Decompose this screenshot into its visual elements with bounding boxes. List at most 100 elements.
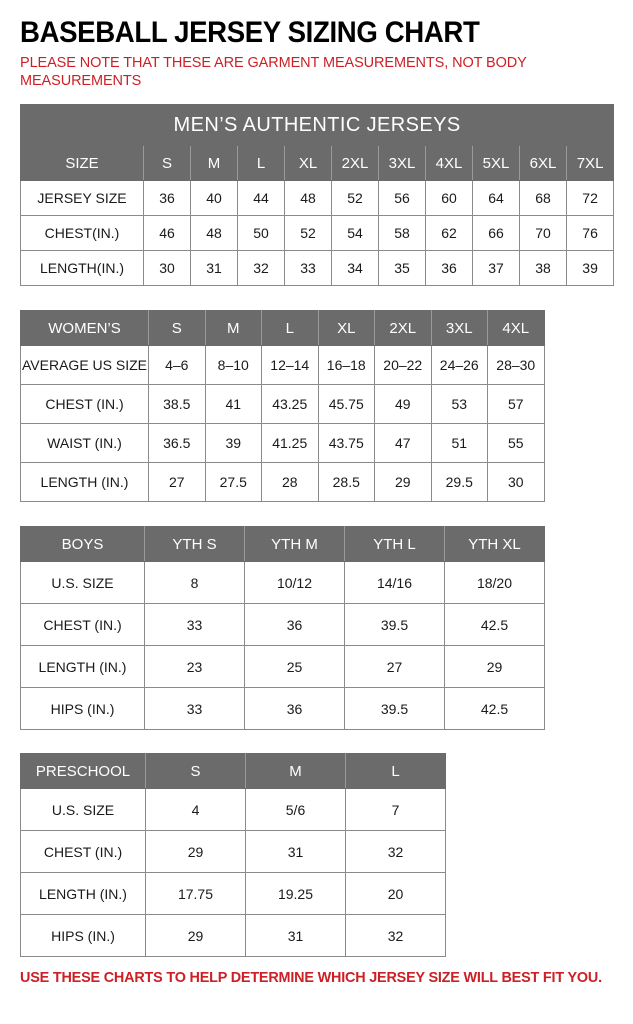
boys-size-header: YTH XL bbox=[444, 526, 545, 562]
boys-cell: 27 bbox=[344, 645, 445, 688]
women-cell: 49 bbox=[374, 384, 432, 424]
preschool-size-header: L bbox=[345, 753, 446, 789]
men-cell: 46 bbox=[143, 215, 191, 251]
women-cell: 43.75 bbox=[317, 423, 375, 463]
womens-sizing-table: WOMEN’S S M L XL 2XL 3XL 4XL AVERAGE US SIZE 4–… bbox=[20, 310, 545, 502]
women-row-label: AVERAGE US SIZE bbox=[20, 345, 149, 385]
women-cell: 47 bbox=[374, 423, 432, 463]
men-cell: 68 bbox=[519, 180, 567, 216]
women-cell: 39 bbox=[204, 423, 262, 463]
boys-cell: 36 bbox=[244, 687, 345, 730]
boys-cell: 42.5 bbox=[444, 603, 545, 646]
women-tbody: AVERAGE US SIZE 4–6 8–10 12–14 16–18 20–22 24–… bbox=[20, 345, 545, 502]
men-cell: 60 bbox=[425, 180, 473, 216]
preschool-cell: 17.75 bbox=[145, 872, 246, 915]
preschool-row-label: CHEST (IN.) bbox=[20, 830, 146, 873]
preschool-cell: 32 bbox=[345, 914, 446, 957]
women-cell: 27 bbox=[148, 462, 206, 502]
boys-row-label: U.S. SIZE bbox=[20, 561, 145, 604]
preschool-cell: 7 bbox=[345, 788, 446, 831]
men-cell: 58 bbox=[378, 215, 426, 251]
women-size-header: XL bbox=[317, 310, 375, 346]
boys-cell: 39.5 bbox=[344, 687, 445, 730]
men-cell: 30 bbox=[143, 250, 191, 286]
boys-cell: 18/20 bbox=[444, 561, 545, 604]
men-size-header: 6XL bbox=[519, 145, 567, 181]
women-cell: 4–6 bbox=[148, 345, 206, 385]
men-cell: 66 bbox=[472, 215, 520, 251]
men-cell: 54 bbox=[331, 215, 379, 251]
preschool-row-label: LENGTH (IN.) bbox=[20, 872, 146, 915]
women-thead: WOMEN’S S M L XL 2XL 3XL 4XL bbox=[20, 310, 545, 346]
boys-cell: 23 bbox=[144, 645, 245, 688]
preschool-size-header: S bbox=[145, 753, 246, 789]
boys-row-label-header: BOYS bbox=[20, 526, 145, 562]
table-row: LENGTH (IN.) 27 27.5 28 28.5 29 29.5 30 bbox=[20, 462, 545, 502]
mens-sizing-table: MEN’S AUTHENTIC JERSEYS SIZE S M L XL 2XL 3XL… bbox=[19, 104, 615, 286]
women-cell: 41.25 bbox=[261, 423, 319, 463]
women-cell: 24–26 bbox=[430, 345, 488, 385]
men-cell: 50 bbox=[237, 215, 285, 251]
preschool-cell: 4 bbox=[145, 788, 246, 831]
men-size-header: XL bbox=[284, 145, 332, 181]
men-cell: 33 bbox=[284, 250, 332, 286]
table-row: U.S. SIZE 4 5/6 7 bbox=[20, 788, 446, 831]
men-cell: 70 bbox=[519, 215, 567, 251]
boys-thead: BOYS YTH S YTH M YTH L YTH XL bbox=[20, 526, 545, 562]
preschool-size-header: M bbox=[245, 753, 346, 789]
boys-size-header: YTH L bbox=[344, 526, 445, 562]
women-cell: 30 bbox=[487, 462, 545, 502]
women-row-label: LENGTH (IN.) bbox=[20, 462, 149, 502]
preschool-cell: 31 bbox=[245, 914, 346, 957]
men-row-label: JERSEY SIZE bbox=[20, 180, 144, 216]
women-size-header: S bbox=[148, 310, 206, 346]
boys-cell: 14/16 bbox=[344, 561, 445, 604]
boys-cell: 33 bbox=[144, 603, 245, 646]
women-cell: 29.5 bbox=[430, 462, 488, 502]
men-cell: 37 bbox=[472, 250, 520, 286]
footer-note: USE THESE CHARTS TO HELP DETERMINE WHICH… bbox=[20, 969, 602, 986]
boys-tbody: U.S. SIZE 8 10/12 14/16 18/20 CHEST (IN.) 33 36… bbox=[20, 561, 545, 730]
men-size-header: 4XL bbox=[425, 145, 473, 181]
boys-cell: 10/12 bbox=[244, 561, 345, 604]
women-cell: 28–30 bbox=[487, 345, 545, 385]
women-size-header: L bbox=[261, 310, 319, 346]
men-cell: 36 bbox=[425, 250, 473, 286]
table-row: LENGTH(IN.) 30 31 32 33 34 35 36 37 38 39 bbox=[20, 250, 615, 286]
men-cell: 36 bbox=[143, 180, 191, 216]
men-cell: 52 bbox=[331, 180, 379, 216]
men-banner-row: MEN’S AUTHENTIC JERSEYS bbox=[19, 104, 615, 146]
women-cell: 38.5 bbox=[148, 384, 206, 424]
women-size-header: 4XL bbox=[487, 310, 545, 346]
preschool-cell: 29 bbox=[145, 830, 246, 873]
boys-cell: 29 bbox=[444, 645, 545, 688]
table-row: CHEST (IN.) 38.5 41 43.25 45.75 49 53 57 bbox=[20, 384, 545, 424]
men-cell: 76 bbox=[565, 215, 615, 251]
women-cell: 53 bbox=[430, 384, 488, 424]
page-title: BASEBALL JERSEY SIZING CHART bbox=[20, 16, 480, 49]
women-cell: 16–18 bbox=[317, 345, 375, 385]
men-cell: 52 bbox=[284, 215, 332, 251]
women-cell: 57 bbox=[487, 384, 545, 424]
boys-row-label: CHEST (IN.) bbox=[20, 603, 145, 646]
boys-cell: 36 bbox=[244, 603, 345, 646]
men-cell: 35 bbox=[378, 250, 426, 286]
boys-cell: 39.5 bbox=[344, 603, 445, 646]
women-cell: 20–22 bbox=[374, 345, 432, 385]
preschool-cell: 19.25 bbox=[245, 872, 346, 915]
boys-cell: 8 bbox=[144, 561, 245, 604]
men-cell: 64 bbox=[472, 180, 520, 216]
boys-cell: 33 bbox=[144, 687, 245, 730]
preschool-row-label: HIPS (IN.) bbox=[20, 914, 146, 957]
preschool-cell: 29 bbox=[145, 914, 246, 957]
women-row-label: WAIST (IN.) bbox=[20, 423, 149, 463]
men-cell: 32 bbox=[237, 250, 285, 286]
men-cell: 48 bbox=[190, 215, 238, 251]
men-cell: 34 bbox=[331, 250, 379, 286]
preschool-tbody: U.S. SIZE 4 5/6 7 CHEST (IN.) 29 31 32 LENGTH (I… bbox=[20, 788, 446, 957]
women-cell: 45.75 bbox=[317, 384, 375, 424]
table-row: AVERAGE US SIZE 4–6 8–10 12–14 16–18 20–22 24–… bbox=[20, 345, 545, 385]
women-cell: 36.5 bbox=[148, 423, 206, 463]
preschool-cell: 20 bbox=[345, 872, 446, 915]
table-row: WAIST (IN.) 36.5 39 41.25 43.75 47 51 55 bbox=[20, 423, 545, 463]
